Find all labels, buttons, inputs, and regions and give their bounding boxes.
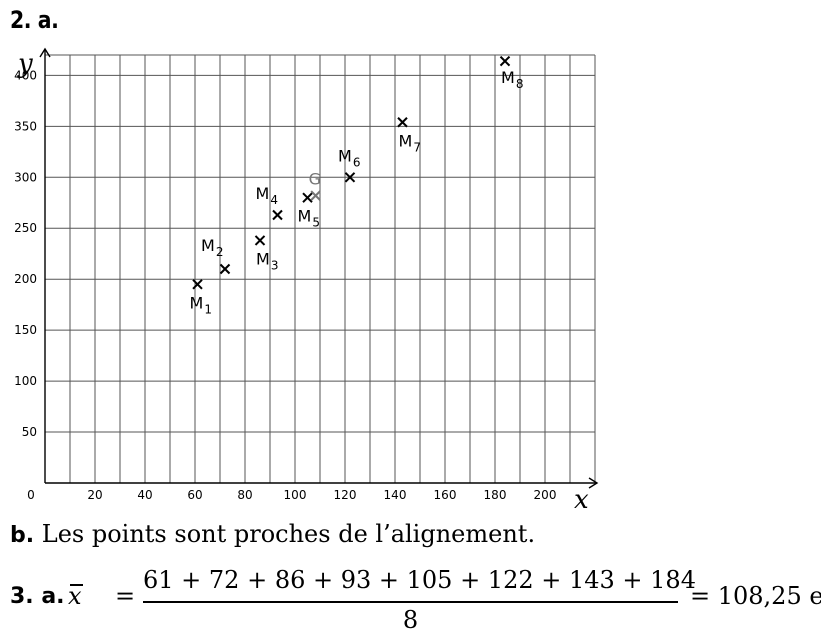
point-label-m5: M5	[298, 207, 320, 230]
x-axis-label: x	[574, 485, 589, 515]
axes	[39, 47, 599, 489]
point-label-m4: M4	[256, 184, 278, 207]
scatter-chart: 0 20 40 60 80 100 120 140 160 180 200 50 100 150 200 25…	[14, 47, 599, 515]
y-tick-label: 350	[14, 119, 37, 133]
y-tick-label: 150	[14, 323, 37, 337]
x-tick-label: 120	[334, 488, 357, 502]
data-point-m5	[302, 192, 313, 203]
point-label-m7: M7	[399, 131, 421, 154]
mean-point-label: G	[309, 170, 321, 189]
y-tick-label: 50	[22, 425, 37, 439]
point-label-m6: M6	[338, 146, 360, 169]
equals-sign: =	[115, 582, 136, 610]
x-tick-label: 100	[284, 488, 307, 502]
cross-stroke	[499, 55, 511, 67]
data-point-m8	[499, 55, 511, 67]
cross-stroke	[219, 263, 231, 275]
data-point-m1	[192, 279, 203, 290]
y-tick-label: 250	[14, 221, 37, 235]
cross-stroke	[192, 279, 203, 290]
x-tick-label: 160	[434, 488, 457, 502]
x-tick-label: 60	[187, 488, 202, 502]
point-label-m3: M3	[256, 249, 278, 272]
data-point-m4	[272, 209, 283, 221]
mean-point-g	[310, 190, 321, 201]
x-tick-label: 200	[534, 488, 557, 502]
y-tick-label: 100	[14, 374, 37, 388]
x-tick-label: 180	[484, 488, 507, 502]
tick-labels: 0 20 40 60 80 100 120 140 160 180 200 50 100 150 200 25…	[14, 68, 556, 502]
fraction-numerator: 61 + 72 + 86 + 93 + 105 + 122 + 143 + 18…	[143, 566, 696, 594]
data-point-m7	[397, 117, 408, 128]
data-point-m6	[344, 172, 356, 183]
data-point-m2	[219, 263, 231, 275]
cross-stroke	[302, 192, 313, 203]
x-axis-arrow	[588, 477, 599, 489]
conclusion-label: b.	[10, 523, 35, 548]
y-axis-label: y	[17, 49, 33, 79]
cross-stroke	[310, 190, 321, 201]
cross-stroke	[272, 209, 283, 221]
y-tick-label: 400	[14, 68, 37, 82]
x-tick-label: 140	[384, 488, 407, 502]
x-tick-label: 80	[237, 488, 252, 502]
mean-formula: 3. a. x = 61 + 72 + 86 + 93 + 105 + 122 …	[10, 566, 821, 636]
x-tick-label: 20	[87, 488, 102, 502]
fraction-bar	[143, 601, 678, 603]
data-point-m3	[254, 235, 266, 246]
y-tick-label: 200	[14, 272, 37, 286]
formula-label: 3. a.	[10, 584, 65, 609]
y-axis-arrow	[39, 47, 51, 58]
x-tick-label: 0	[27, 488, 35, 502]
cross-stroke	[344, 172, 356, 183]
conclusion-text: Les points sont proches de l’alignement.	[41, 520, 536, 548]
question-heading: 2. a.	[10, 6, 59, 34]
cross-stroke	[397, 117, 408, 128]
point-label-m1: M1	[190, 293, 212, 316]
x-bar-symbol: x	[68, 582, 83, 610]
y-tick-label: 300	[14, 170, 37, 184]
formula-result: = 108,25 et	[690, 582, 821, 610]
conclusion-line: b. Les points sont proches de l’aligneme…	[10, 520, 535, 548]
overline	[70, 584, 83, 586]
x-tick-label: 40	[137, 488, 152, 502]
fraction-denominator: 8	[402, 606, 419, 634]
grid-lines	[45, 54, 596, 483]
cross-stroke	[254, 235, 266, 246]
